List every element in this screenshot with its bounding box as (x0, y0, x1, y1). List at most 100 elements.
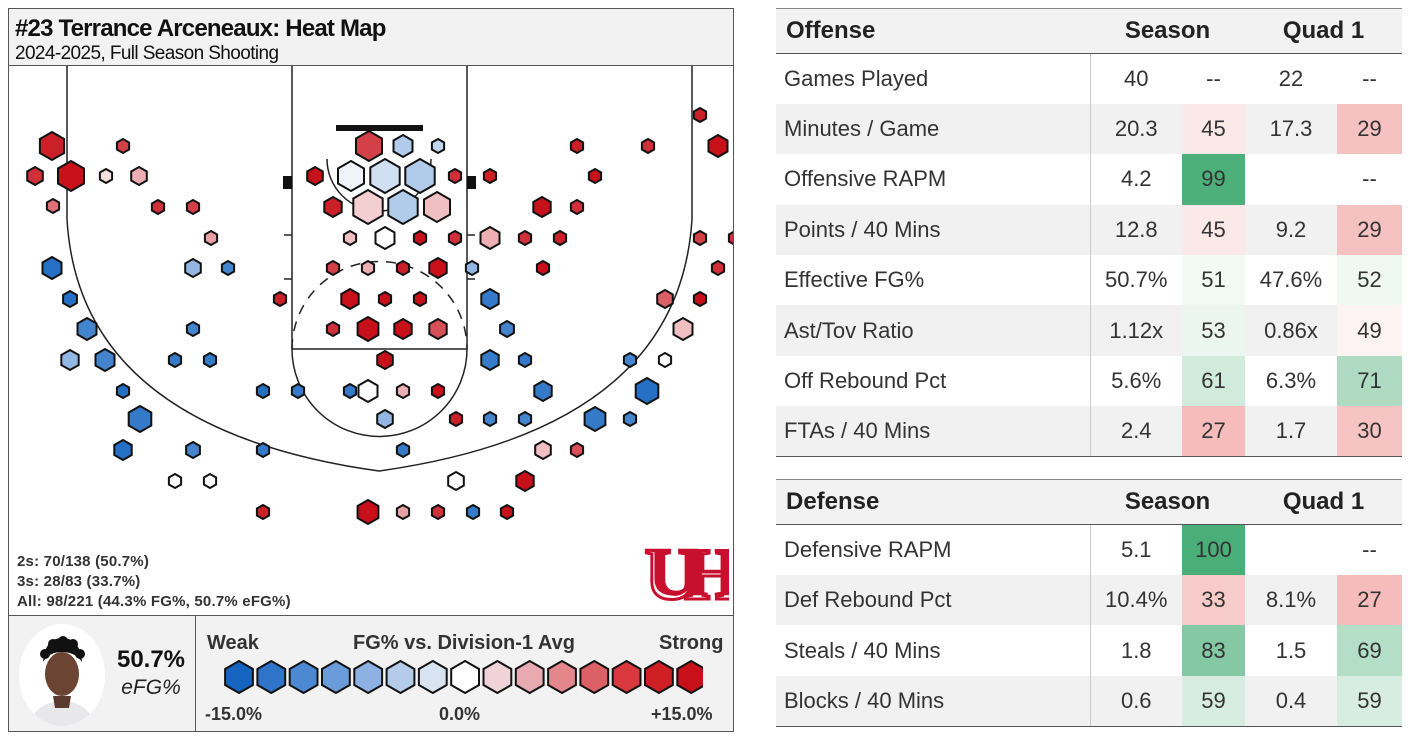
quad-value: 47.6% (1259, 267, 1323, 293)
shot-hex (355, 129, 383, 163)
season-value: 2.4 (1090, 406, 1182, 458)
chart-subtitle: 2024-2025, Full Season Shooting (15, 43, 279, 64)
shot-hex (622, 410, 638, 428)
stat-label: Off Rebound Pct (776, 355, 1091, 407)
shot-hex (533, 379, 553, 403)
offense-row: FTAs / 40 Mins 2.4 27 1.7 30 (776, 406, 1402, 458)
stat-label: Minutes / Game (776, 103, 1091, 155)
shot-hex (464, 259, 480, 277)
legend-scale (224, 660, 703, 694)
defense-table: Defense Season Quad 1 Defensive RAPM 5.1 1… (776, 479, 1402, 727)
quad-value: 0.86x (1245, 305, 1337, 356)
legend-hex (321, 660, 351, 694)
shot-hex (569, 137, 585, 155)
shot-hex (185, 440, 201, 460)
quad-value: 8.1% (1245, 575, 1337, 626)
shot-hex (184, 257, 202, 279)
shot-hex (167, 472, 183, 490)
quad-percentile: 29 (1337, 204, 1402, 256)
chart-header: #23 Terrance Arceneaux: Heat Map 2024-20… (9, 9, 733, 66)
legend-hex (417, 660, 448, 694)
offense-row: Points / 40 Mins 12.8 45 9.2 29 (776, 204, 1402, 256)
court-svg (26, 66, 733, 526)
lane-block-right (467, 176, 476, 189)
shot-hex (57, 159, 85, 193)
shot-hex (376, 408, 394, 430)
shot-hex (428, 256, 448, 280)
shot-hex (342, 382, 358, 400)
season-percentile: 27 (1182, 406, 1245, 458)
offense-table: Offense Season Quad 1 Games Played 40 -- 22… (776, 8, 1402, 458)
quad-value: 1.7 (1245, 406, 1337, 458)
shot-hex (220, 259, 236, 277)
shot-hex (447, 229, 463, 247)
stat-label: Points / 40 Mins (776, 204, 1091, 256)
defense-header: Defense Season Quad 1 (776, 479, 1402, 526)
shot-hex (534, 439, 552, 461)
defense-rows: Defensive RAPM 5.1 100 -- Def Rebound Pct 10.… (776, 524, 1402, 727)
legend-weak: Weak (207, 632, 259, 654)
shot-hex (569, 441, 585, 459)
offense-title: Offense (776, 8, 1090, 54)
season-value: 4.2 (1120, 166, 1152, 192)
shot-hex (167, 351, 183, 369)
quad-percentile: 27 (1337, 575, 1402, 626)
defense-row: Steals / 40 Mins 1.8 83 1.5 69 (776, 625, 1402, 676)
defense-row: Blocks / 40 Mins 0.6 59 0.4 59 (776, 675, 1402, 727)
shot-hex (41, 255, 63, 281)
offense-quad-header: Quad 1 (1245, 8, 1402, 54)
shot-hex (707, 133, 729, 159)
offense-row: Off Rebound Pct 5.6% 61 6.3% 71 (776, 355, 1402, 407)
shot-hex (640, 137, 656, 155)
shot-hex (587, 167, 603, 185)
legend-min: -15.0% (205, 704, 263, 724)
shot-hex (423, 190, 451, 224)
heat-map-panel: #23 Terrance Arceneaux: Heat Map 2024-20… (8, 8, 756, 732)
footer-panel: 50.7% eFG% Weak FG% vs. Division-1 Avg S… (9, 615, 733, 732)
shot-hex (482, 167, 498, 185)
shot-hex (357, 378, 379, 404)
shot-hex (392, 133, 414, 159)
quad-value: 17.3 (1245, 103, 1337, 155)
shot-hex (374, 225, 396, 251)
shot-hex (395, 441, 411, 459)
shot-hex (255, 441, 271, 459)
season-value: 5.6% (1111, 368, 1162, 394)
season-percentile: 61 (1182, 355, 1245, 407)
season-value: 20.3 (1090, 103, 1182, 155)
shot-hex (356, 315, 380, 343)
shot-hex (465, 503, 481, 521)
season-value: 5.1 (1120, 537, 1152, 563)
stat-label: Ast/Tov Ratio (776, 305, 1091, 356)
shot-hex (447, 167, 463, 185)
quad-percentile: 69 (1337, 625, 1402, 676)
stat-label: Def Rebound Pct (776, 575, 1091, 626)
lane-block-left (283, 176, 292, 189)
shot-hex (710, 259, 726, 277)
shot-hex (376, 349, 394, 371)
legend-hex (611, 660, 642, 694)
defense-season-header: Season (1090, 479, 1245, 526)
offense-row: Effective FG% 50.7% 51 47.6% 52 (776, 255, 1402, 306)
stat-label: Games Played (776, 53, 1091, 104)
shot-hex (393, 317, 413, 341)
shot-hex (482, 410, 498, 428)
shot-hex (692, 106, 708, 124)
legend-mid: 0.0% (439, 704, 481, 724)
season-value: 1.8 (1120, 637, 1152, 663)
season-value: 0.6 (1090, 675, 1182, 727)
shot-hex (622, 351, 638, 369)
shot-hex (290, 382, 306, 400)
legend-max: +15.0% (651, 704, 713, 724)
shot-hex (342, 229, 358, 247)
offense-row: Offensive RAPM 4.2 99 -- (776, 154, 1402, 205)
season-percentile: -- (1206, 65, 1221, 91)
shot-hex (517, 229, 533, 247)
quad-percentile: 52 (1337, 255, 1402, 306)
shot-hex (692, 229, 708, 247)
shot-hex (499, 319, 515, 339)
shot-hex (340, 287, 360, 311)
season-percentile: 99 (1182, 154, 1245, 205)
quad-value: 6.3% (1265, 368, 1317, 394)
shot-hex (150, 198, 166, 216)
